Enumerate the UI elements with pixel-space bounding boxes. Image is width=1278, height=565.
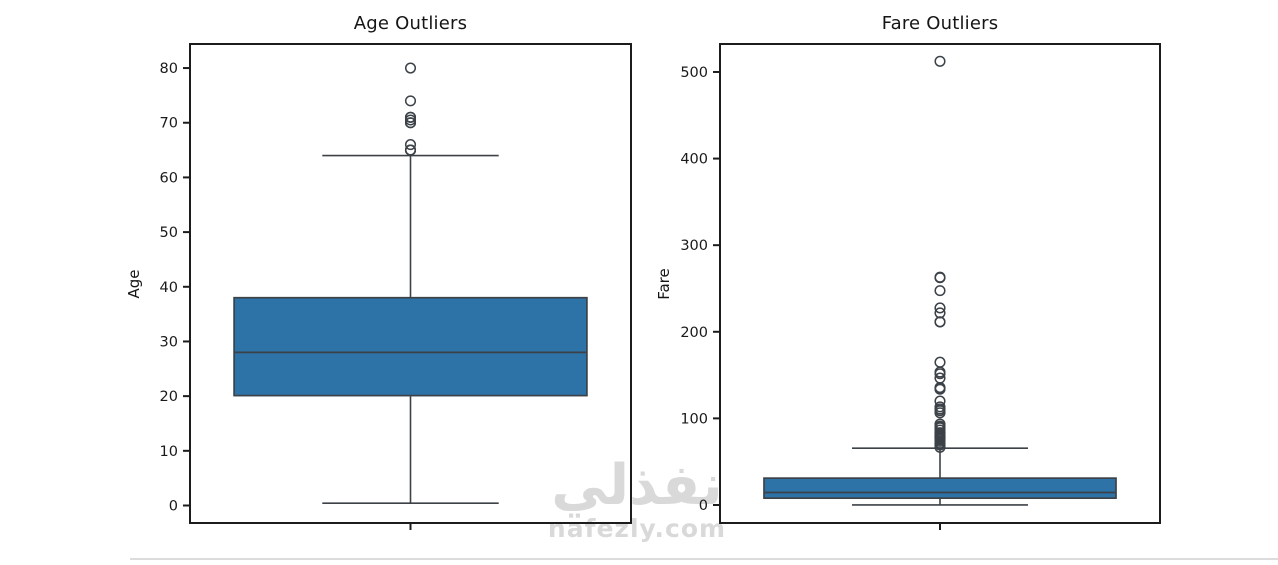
y-tick-label: 300 [680,238,708,254]
y-tick-label: 80 [160,61,178,77]
age-y-axis-label: Age [125,268,143,299]
outlier-point [404,144,417,156]
y-tick-label: 0 [169,499,178,515]
fare-plot-title: Fare Outliers [881,13,999,34]
watermark-brand-text: نفذلي [551,453,723,518]
outlier-point [934,356,946,368]
outlier-point [934,316,946,328]
fare-outliers-plot: Fare Outliers Fare 0 100 200 300 400 500 [655,13,1161,530]
outlier-point [934,302,946,314]
outlier-point [934,285,946,297]
outlier-point [934,272,946,284]
y-tick-label: 50 [160,225,178,241]
y-tick-label: 10 [160,444,178,460]
outlier-point [934,441,946,453]
outlier-point [934,407,946,419]
y-tick-label: 70 [160,116,178,132]
outlier-point [934,383,946,395]
watermark-domain-text: nafezly.com [547,514,727,543]
axes-frame [189,43,632,524]
y-tick-label: 500 [680,65,708,81]
y-tick-label: 200 [680,325,708,341]
y-tick-label: 60 [160,170,178,186]
bottom-divider-line [130,558,1278,560]
outlier-point [934,55,946,67]
outlier-point [404,62,417,74]
fare-y-axis-label: Fare [655,267,673,300]
y-tick-label: 30 [160,334,178,350]
axes-frame [719,43,1161,524]
iqr-box [233,296,588,397]
age-boxplot-axes: 0 10 20 30 40 50 60 70 80 [160,43,632,530]
y-tick-label: 400 [680,152,708,168]
watermark: نفذلي nafezly.com [547,453,727,543]
outlier-point [934,368,946,380]
age-plot-title: Age Outliers [353,13,468,34]
outlier-point [404,111,417,123]
y-tick-label: 40 [160,280,178,296]
y-tick-label: 0 [699,498,708,514]
age-outliers-plot: Age Outliers Age 0 10 20 30 40 50 60 70 80 [125,13,632,530]
outlier-point [404,95,417,107]
outlier-point [404,139,417,151]
iqr-box [763,477,1117,499]
y-tick-label: 20 [160,389,178,405]
y-tick-label: 100 [680,411,708,427]
fare-boxplot-axes: 0 100 200 300 400 500 [680,43,1161,530]
